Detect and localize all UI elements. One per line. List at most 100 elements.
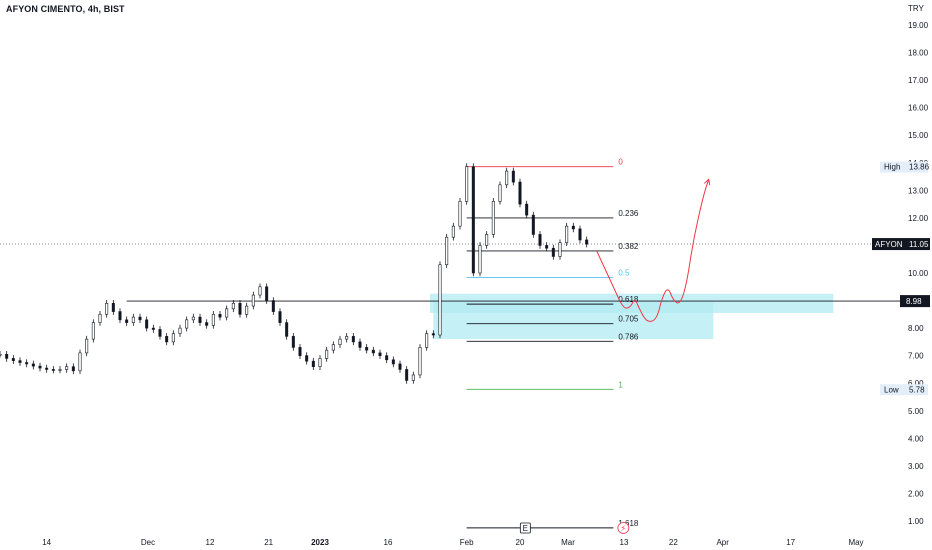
y-tick-label: 19.00 xyxy=(908,21,929,30)
candle-body xyxy=(478,245,482,274)
candle-body xyxy=(291,336,295,348)
chart-title: AFYON CIMENTO, 4h, BIST xyxy=(6,4,125,14)
candle-body xyxy=(145,319,149,329)
candle-body xyxy=(438,264,442,336)
support-badge-value: 8.98 xyxy=(906,297,922,306)
y-tick-label: 16.00 xyxy=(908,104,929,113)
fib-level-label: 0.705 xyxy=(618,315,639,324)
x-tick-label: 21 xyxy=(264,538,273,547)
low-badge-value: 5.78 xyxy=(909,385,925,394)
currency-label: TRY xyxy=(908,4,924,13)
x-tick-label: 14 xyxy=(42,538,51,547)
candle-body xyxy=(91,322,95,340)
candle-body xyxy=(571,225,575,230)
supply-demand-zones xyxy=(430,293,834,340)
candle-body xyxy=(218,314,222,318)
candle-body xyxy=(185,319,189,329)
candle-body xyxy=(458,201,462,227)
y-tick-label: 13.00 xyxy=(908,186,929,195)
fib-level-label: 0 xyxy=(618,158,623,167)
fib-level-label: 0.786 xyxy=(618,332,639,341)
candle-body xyxy=(431,333,435,336)
candle-body xyxy=(305,355,309,362)
candle-body xyxy=(371,349,375,354)
candle-body xyxy=(471,166,475,274)
x-tick-label: Dec xyxy=(141,538,155,547)
candle-body xyxy=(45,367,49,370)
x-tick-label: 13 xyxy=(620,538,629,547)
candle-body xyxy=(325,349,329,359)
candle-body xyxy=(271,300,275,312)
support-badge-bg xyxy=(900,295,930,308)
fib-level-label: 0.382 xyxy=(618,242,639,251)
candle-body xyxy=(358,341,362,348)
candle-body xyxy=(565,225,569,243)
candle-body xyxy=(511,170,515,183)
candle-body xyxy=(418,347,422,376)
candle-body xyxy=(158,329,162,337)
y-tick-label: 18.00 xyxy=(908,49,929,58)
candle-body xyxy=(165,336,169,343)
candle-body xyxy=(558,242,562,257)
drawn-lines: 0 0.236 0.382 0.5 0.618 0.705 0.786 1 1.618 xyxy=(0,158,904,529)
y-tick-label: 17.00 xyxy=(908,76,929,85)
x-tick-label: Apr xyxy=(716,538,729,547)
candle-body xyxy=(518,181,522,205)
price-badges: High 13.86 AFYON 11.05 Low 5.78 8.98 xyxy=(872,161,930,396)
candle-body xyxy=(25,362,29,365)
high-badge-label: High xyxy=(884,163,900,172)
event-marker-symbol: E xyxy=(523,524,528,533)
fib-level-label: 0.618 xyxy=(618,295,639,304)
candle-body xyxy=(505,170,509,186)
candle-body xyxy=(525,203,529,216)
candle-body xyxy=(58,369,62,371)
x-tick-label: 2023 xyxy=(311,538,329,547)
zone-rect[interactable] xyxy=(433,301,714,340)
candle-body xyxy=(311,360,315,367)
candle-body xyxy=(225,308,229,318)
candle-body xyxy=(98,314,102,323)
y-tick-label: 1.00 xyxy=(908,517,924,526)
candle-body xyxy=(585,239,589,245)
candle-body xyxy=(485,234,489,246)
candle-body xyxy=(265,286,269,301)
fib-level-label: 0.5 xyxy=(618,268,630,277)
event-marker-symbol: ⚡ xyxy=(621,524,627,533)
candle-body xyxy=(231,303,235,310)
candle-body xyxy=(391,359,395,365)
earnings-marker[interactable] xyxy=(519,522,531,534)
x-tick-label: 17 xyxy=(786,538,795,547)
candle-body xyxy=(38,365,42,369)
candle-body xyxy=(211,314,215,326)
candle-body xyxy=(198,316,202,323)
candle-body xyxy=(65,366,69,370)
fib-level-label: 1.618 xyxy=(618,519,639,528)
candle-body xyxy=(491,201,495,235)
candle-body xyxy=(345,336,349,340)
candle-body xyxy=(451,225,455,238)
candle-body xyxy=(258,286,262,296)
projection-curve[interactable] xyxy=(596,179,710,322)
time-axis: 14 Dec 12 21 2023 16 Feb 20 Mar 13 22 Apr 17 May xyxy=(42,538,863,547)
candle-body xyxy=(111,303,115,312)
dividend-marker[interactable] xyxy=(617,522,630,534)
projection-arrowhead xyxy=(703,178,711,186)
y-tick-label: 4.00 xyxy=(908,434,924,443)
x-tick-label: 20 xyxy=(516,538,525,547)
projection-path xyxy=(596,178,711,322)
candlestick-series xyxy=(0,163,589,384)
candle-body xyxy=(205,322,209,326)
low-badge-label: Low xyxy=(884,385,899,394)
candle-body xyxy=(71,366,75,372)
candle-body xyxy=(545,245,549,249)
candle-body xyxy=(238,303,242,315)
candle-body xyxy=(245,305,249,315)
candle-body xyxy=(531,214,535,235)
candle-body xyxy=(285,322,289,337)
candle-body xyxy=(138,316,142,321)
candle-body xyxy=(411,374,415,381)
candle-body xyxy=(351,336,355,343)
candle-body xyxy=(398,363,402,370)
fib-level-label: 1 xyxy=(618,380,623,389)
